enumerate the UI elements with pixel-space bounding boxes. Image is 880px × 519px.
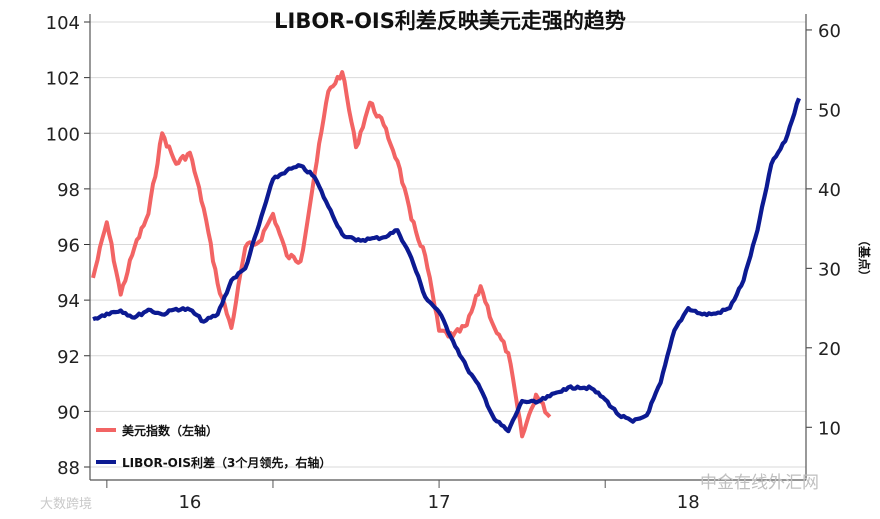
left-tick-label: 92 (57, 347, 80, 368)
right-axis-label: （基点） (857, 234, 872, 282)
left-tick-label: 100 (46, 124, 80, 145)
legend-label: LIBOR-OIS利差（3个月领先，右轴） (122, 455, 331, 470)
watermark-left: 大数跨境 (40, 497, 92, 512)
left-tick-label: 96 (57, 236, 80, 257)
left-tick-label: 98 (57, 180, 80, 201)
left-tick-label: 104 (46, 13, 80, 34)
axes: 88 90 92 94 96 98 100 102 104 10 20 30 40 50 60 16 17 18 (46, 13, 841, 513)
right-tick-label: 30 (818, 259, 841, 280)
right-tick-label: 50 (818, 100, 841, 121)
x-tick-label: 16 (178, 492, 201, 513)
left-tick-label: 94 (57, 291, 80, 312)
right-tick-label: 10 (818, 418, 841, 439)
grid (90, 21, 806, 468)
left-tick-label: 88 (57, 458, 80, 479)
left-tick-label: 102 (46, 69, 80, 90)
watermarks: 大数跨境 中金在线外汇网 (40, 473, 819, 512)
right-tick-label: 20 (818, 339, 841, 360)
legend-label: 美元指数（左轴） (122, 423, 218, 438)
x-tick-label: 17 (428, 492, 451, 513)
series-line-1 (91, 70, 552, 439)
legend: 美元指数（左轴） LIBOR-OIS利差（3个月领先，右轴） (96, 423, 331, 470)
series-line-2 (92, 97, 801, 434)
watermark-right: 中金在线外汇网 (700, 473, 819, 493)
series-layer (91, 70, 801, 439)
chart-title: LIBOR-OIS利差反映美元走强的趋势 (274, 9, 626, 33)
right-tick-label: 60 (818, 21, 841, 42)
right-tick-label: 40 (818, 180, 841, 201)
x-tick-label: 18 (677, 492, 700, 513)
left-tick-label: 90 (57, 402, 80, 423)
